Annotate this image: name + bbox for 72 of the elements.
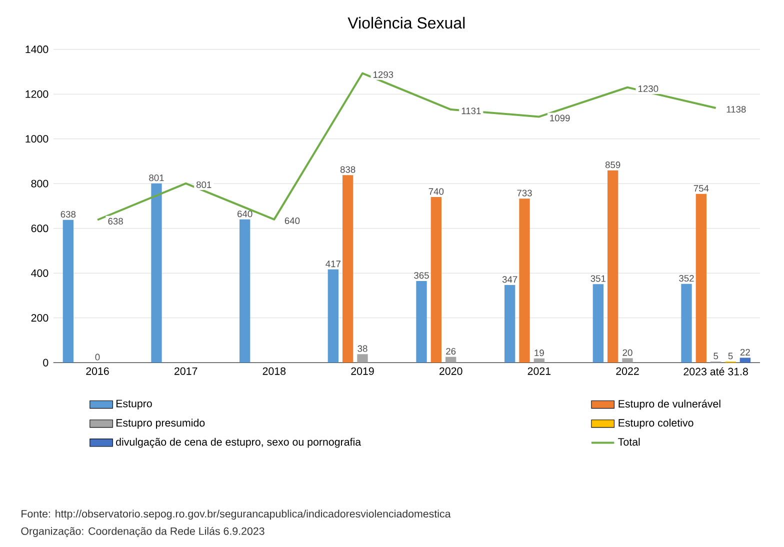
- data-label: 754: [694, 185, 709, 192]
- legend-label: Estupro presumido: [116, 418, 205, 429]
- y-tick-label: 1400: [26, 46, 48, 54]
- data-label: 5: [714, 352, 718, 360]
- bar: [328, 269, 338, 363]
- y-tick-label: 600: [31, 224, 48, 232]
- legend-label: Total: [618, 438, 640, 446]
- bar: [519, 198, 530, 363]
- data-label: 351: [590, 275, 606, 282]
- data-label: 1138: [726, 106, 746, 113]
- data-label: 20: [622, 349, 632, 356]
- legend-label: Estupro: [116, 400, 152, 410]
- bar: [342, 175, 354, 363]
- bar: [681, 284, 692, 363]
- x-tick-label: 2016: [86, 368, 109, 376]
- data-label: 365: [414, 272, 429, 279]
- data-label: 0: [95, 354, 100, 361]
- data-label: 859: [605, 162, 620, 168]
- data-label: 838: [340, 166, 356, 173]
- y-tick-label: 1200: [26, 90, 48, 98]
- bar: [534, 358, 544, 363]
- bar: [240, 220, 250, 363]
- data-label: 1131: [462, 108, 481, 114]
- data-label: 19: [534, 350, 544, 356]
- bar: [622, 358, 633, 363]
- bar: [151, 184, 162, 363]
- data-label: 801: [149, 174, 164, 182]
- bar: [446, 357, 456, 363]
- bar: [357, 354, 368, 363]
- legend-label: Estupro de vulnerável: [618, 400, 720, 410]
- x-tick-label: 2017: [174, 368, 198, 376]
- data-label: 640: [238, 210, 252, 218]
- bar: [62, 220, 74, 363]
- y-tick-label: 400: [31, 270, 48, 278]
- x-tick-label: 2019: [351, 368, 374, 376]
- data-label: 1293: [373, 71, 394, 78]
- text: Organização: Coordenação da Rede Lilás 6.9.2023: [21, 527, 264, 538]
- data-label: 26: [446, 348, 456, 355]
- source-note: Fonte: http://observatorio.sepog.ro.gov.br/segurancapublica/indicadoresviolenciadomestica: [22, 510, 451, 520]
- y-tick-label: 1000: [26, 135, 48, 143]
- data-label: 417: [326, 260, 340, 268]
- data-label: 347: [502, 276, 518, 283]
- legend-label: divulgação de cena de estupro, sexo ou pornografia: [116, 438, 362, 448]
- data-label: 352: [679, 275, 694, 282]
- bar: [416, 281, 427, 363]
- bar: [430, 197, 442, 363]
- bar: [696, 194, 707, 363]
- data-label: 38: [358, 345, 368, 352]
- data-label: 801: [196, 182, 212, 188]
- chart-title: Violência Sexual: [348, 16, 465, 29]
- x-tick-label: 2021: [528, 368, 551, 376]
- bar: [608, 170, 618, 363]
- y-tick-label: 0: [43, 359, 48, 367]
- bar: [504, 285, 516, 363]
- data-label: 22: [740, 349, 750, 356]
- y-tick-label: 800: [31, 180, 48, 188]
- data-label: 638: [108, 218, 123, 225]
- legend-label: Estupro coletivo: [618, 418, 694, 429]
- y-tick-label: 200: [31, 314, 48, 322]
- data-label: 740: [428, 188, 444, 195]
- bar: [592, 284, 604, 363]
- data-label: 1099: [550, 114, 570, 122]
- x-tick-label: 2018: [262, 368, 286, 376]
- data-label: 640: [284, 218, 300, 224]
- x-tick-label: 2023 até 31.8: [684, 368, 748, 376]
- x-tick-label: 2020: [440, 368, 462, 376]
- x-tick-label: 2022: [616, 368, 639, 376]
- data-label: 1230: [638, 86, 658, 92]
- data-label: 5: [728, 352, 733, 360]
- bar: [740, 358, 751, 363]
- data-label: 638: [60, 211, 76, 218]
- data-label: 733: [517, 190, 532, 196]
